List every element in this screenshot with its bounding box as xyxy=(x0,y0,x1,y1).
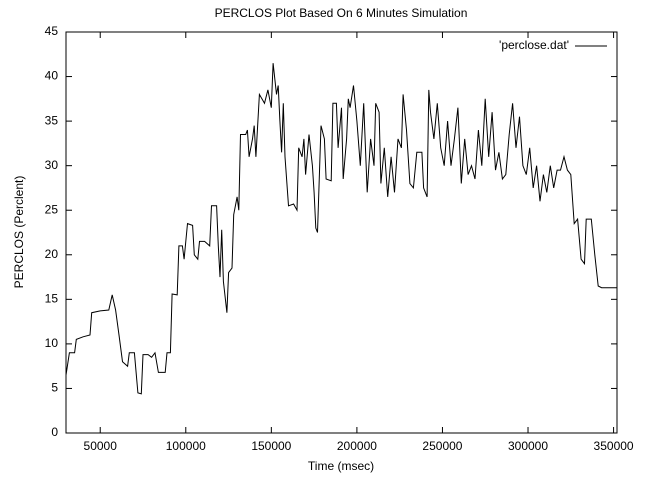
y-tick-label: 5 xyxy=(51,381,58,395)
chart-title: PERCLOS Plot Based On 6 Minutes Simulati… xyxy=(215,6,468,20)
x-tick-label: 350000 xyxy=(594,439,634,453)
x-tick-label: 300000 xyxy=(508,439,548,453)
legend-label: 'perclose.dat' xyxy=(499,38,569,52)
x-axis-label: Time (msec) xyxy=(308,459,374,473)
y-axis-label: PERCLOS (Perclent) xyxy=(12,176,26,289)
x-tick-label: 250000 xyxy=(422,439,462,453)
x-tick-label: 100000 xyxy=(166,439,206,453)
y-tick-label: 40 xyxy=(45,69,59,83)
y-tick-label: 10 xyxy=(45,336,59,350)
x-tick-label: 50000 xyxy=(84,439,118,453)
y-tick-label: 25 xyxy=(45,202,59,216)
data-line xyxy=(65,63,617,395)
y-tick-label: 35 xyxy=(45,113,59,127)
y-tick-label: 0 xyxy=(51,425,58,439)
x-tick-label: 150000 xyxy=(251,439,291,453)
y-tick-label: 30 xyxy=(45,158,59,172)
y-tick-label: 20 xyxy=(45,247,59,261)
y-tick-label: 45 xyxy=(45,24,59,38)
plot-border xyxy=(65,31,618,434)
x-tick-label: 200000 xyxy=(337,439,377,453)
y-tick-label: 15 xyxy=(45,292,59,306)
